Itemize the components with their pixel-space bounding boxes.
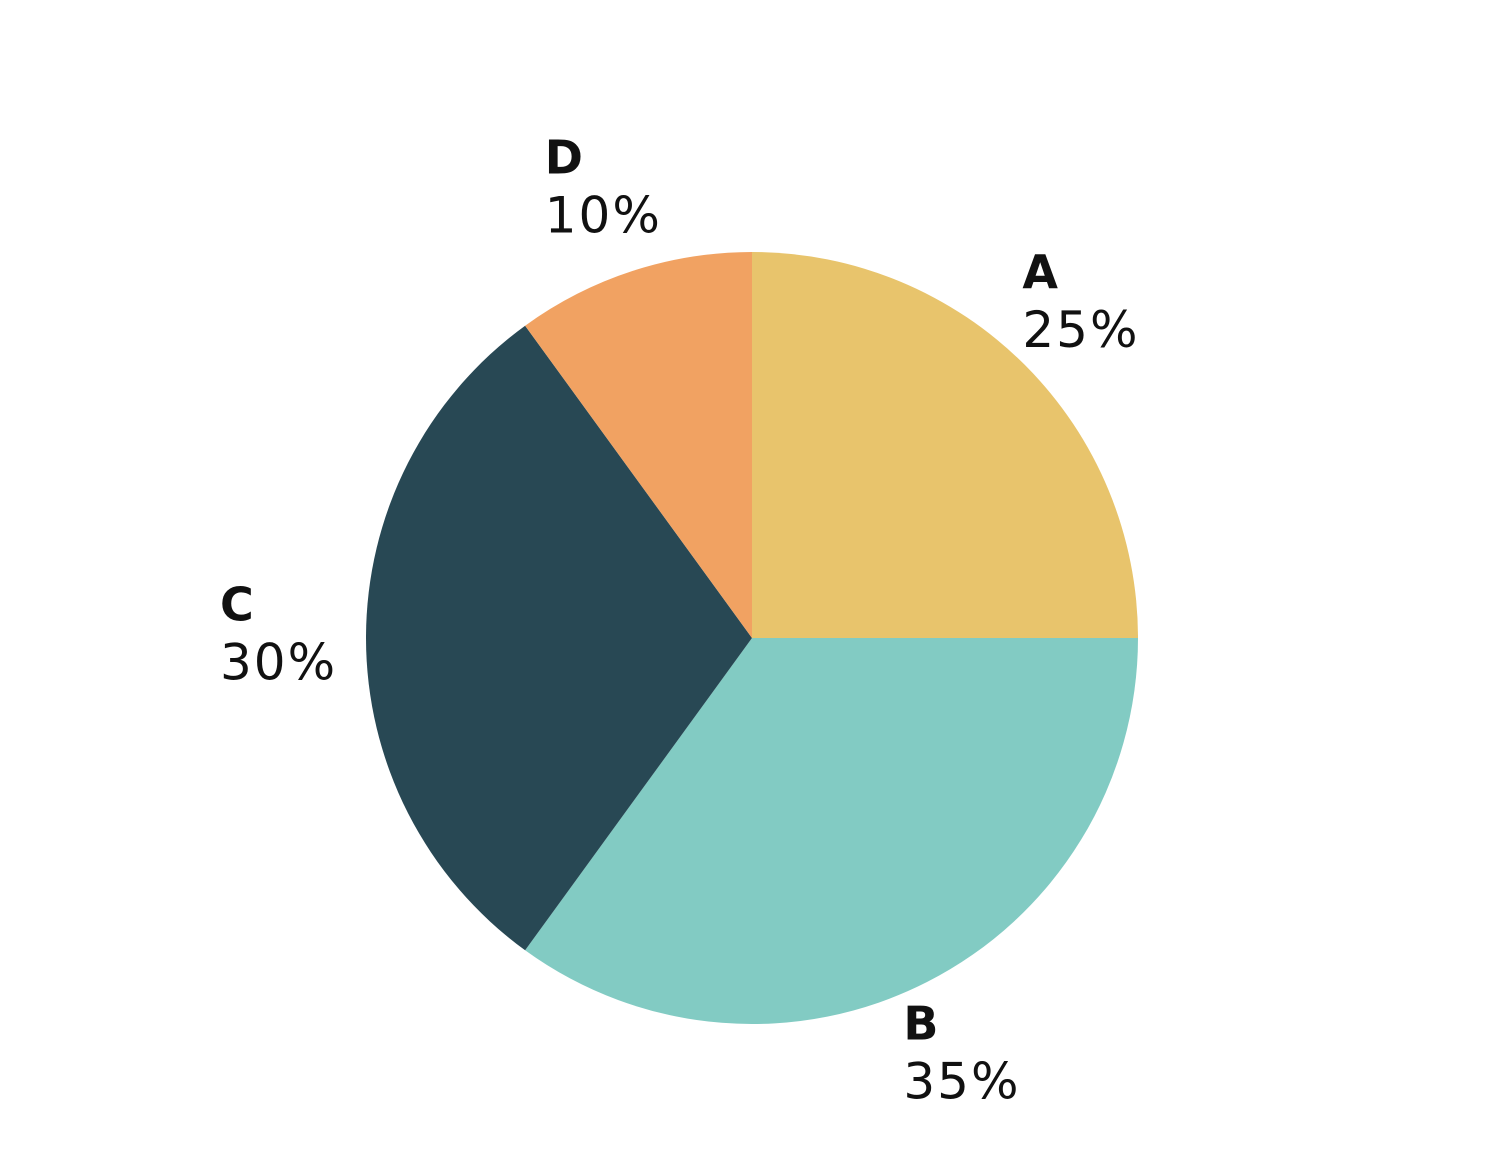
slice-category-label: C [220,578,254,632]
slice-value-label: 25% [1022,301,1139,359]
pie-slice [752,252,1138,638]
slice-value-label: 10% [545,187,662,245]
slice-value-label: 35% [903,1052,1020,1110]
pie-slice [525,638,1138,1024]
slice-category-label: D [545,131,583,185]
pie-slice [525,252,752,638]
slice-category-label: B [903,996,938,1050]
slice-value-label: 30% [220,634,337,692]
pie-slice [365,325,752,951]
slice-category-label: A [1022,245,1058,299]
